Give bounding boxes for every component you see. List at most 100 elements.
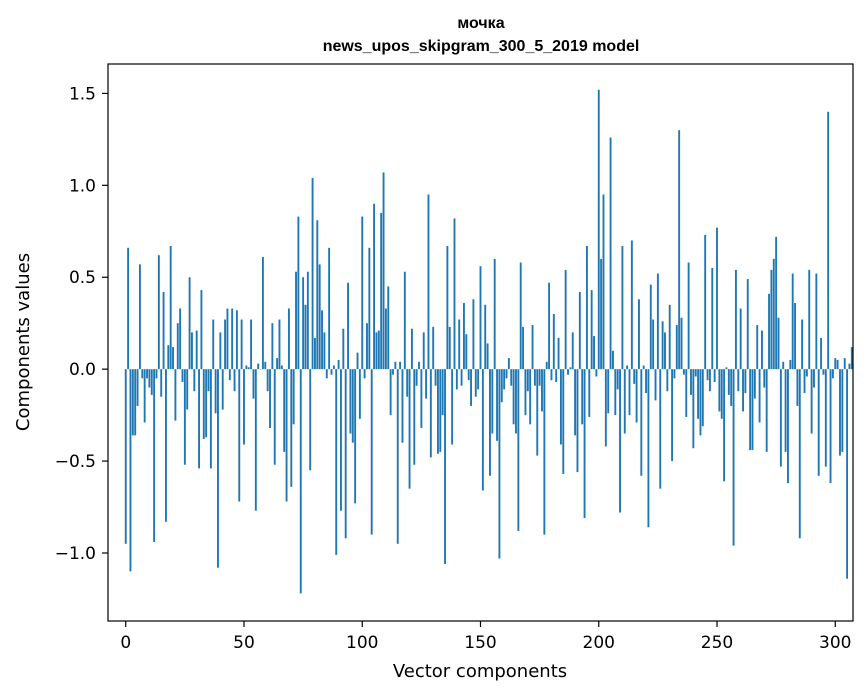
bar-279 [784,369,787,452]
bar-120 [408,369,411,489]
bar-254 [725,367,728,370]
bar-125 [420,369,423,428]
bar-149 [477,369,480,390]
bar-22 [176,323,179,370]
bar-80 [314,337,316,370]
bar-53 [250,319,253,370]
bar-269 [761,330,763,370]
bar-157 [496,369,498,441]
bar-31 [198,369,200,469]
bar-178 [545,361,548,370]
bar-124 [418,361,420,370]
y-tick-label: −1.0 [55,544,96,564]
bar-174 [536,369,539,456]
bar-183 [557,337,560,370]
bar-54 [252,369,255,399]
bar-218 [640,369,643,476]
bar-305 [846,369,849,579]
bar-217 [638,299,640,370]
bar-193 [581,369,584,425]
bar-169 [524,369,527,416]
bar-210 [621,245,624,370]
bar-186 [564,269,567,370]
x-tick-label: 200 [583,633,615,653]
bar-122 [413,369,416,465]
bar-283 [794,302,796,370]
bar-134 [441,369,444,416]
bar-189 [571,332,574,370]
bar-137 [448,326,451,370]
bar-90 [337,359,340,370]
bar-135 [444,369,446,565]
bar-195 [585,245,588,370]
bar-143 [463,302,465,370]
bar-167 [519,262,522,370]
bar-200 [597,89,600,370]
bar-188 [569,367,572,370]
bar-212 [626,365,629,370]
bar-198 [593,336,595,370]
bar-111 [387,286,390,370]
bar-256 [730,369,733,406]
chart-subtitle: news_upos_skipgram_300_5_2019 model [323,38,640,55]
bar-302 [839,369,841,456]
bar-204 [607,369,610,414]
bar-166 [517,369,520,531]
bar-285 [798,369,801,539]
bar-11 [150,369,153,395]
bar-199 [595,369,598,377]
bar-74 [299,369,302,594]
bar-230 [668,304,671,370]
bar-113 [392,369,394,375]
bar-214 [630,240,633,370]
bar-2 [129,369,132,572]
bar-26 [186,369,189,410]
x-tick-label: 250 [701,633,733,653]
bar-221 [647,369,650,528]
y-tick-label: −0.5 [55,452,96,472]
bar-96 [351,369,354,443]
bar-132 [436,369,439,454]
bar-176 [541,369,543,412]
bar-185 [562,369,565,474]
bar-146 [470,369,472,406]
bar-246 [706,369,709,381]
bar-20 [172,347,174,370]
bar-304 [843,358,846,370]
bar-213 [628,369,631,416]
bar-203 [604,369,607,447]
bar-247 [708,369,711,392]
bar-82 [318,264,321,370]
bar-300 [834,358,837,370]
bar-292 [815,273,818,370]
y-tick-label: 0.0 [69,360,96,380]
bar-92 [342,328,345,370]
bar-112 [389,369,392,416]
x-axis-label: Vector components [393,661,567,682]
bar-152 [484,304,487,370]
bar-222 [649,284,652,370]
bar-93 [344,369,347,539]
bar-25 [183,369,186,465]
bar-87 [330,369,333,375]
bar-226 [659,369,662,489]
bar-32 [200,290,203,370]
bar-301 [836,359,839,370]
bar-103 [368,247,371,370]
bar-284 [796,369,799,406]
bar-229 [666,369,669,392]
bar-144 [465,334,468,370]
bar-98 [356,352,359,370]
bar-216 [635,369,638,423]
bar-235 [680,317,683,370]
bar-297 [827,111,830,370]
bar-274 [772,258,775,370]
bar-42 [224,319,227,370]
bar-263 [746,279,749,370]
bar-211 [623,369,626,434]
bar-51 [245,365,248,370]
bar-243 [699,369,702,436]
bar-232 [673,369,676,379]
bar-66 [280,365,283,370]
bar-275 [775,236,778,370]
